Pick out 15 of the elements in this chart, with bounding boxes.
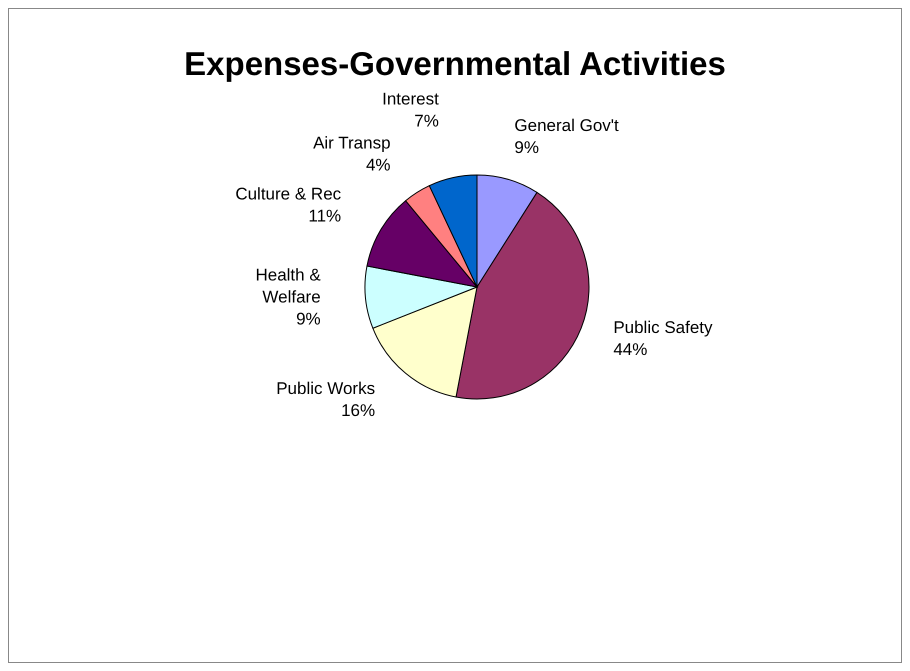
chart-title: Expenses-Governmental Activities [183, 45, 727, 83]
slice-label: General Gov't [514, 116, 620, 136]
slice-label: Public Works [276, 379, 376, 398]
slice-label: Public Safety [613, 318, 714, 337]
slice-label: Culture & Rec [235, 184, 342, 204]
data-label: 7% [414, 112, 439, 131]
data-label: 11% [308, 206, 342, 226]
data-label: 16% [341, 401, 376, 420]
data-label: 44% [613, 340, 648, 359]
data-label: 4% [366, 156, 391, 175]
data-label: 9% [296, 309, 321, 328]
data-label: 9% [514, 138, 539, 158]
slice-label: Air Transp [313, 134, 391, 153]
slice-label: Interest [382, 90, 440, 109]
slice-label: Health & Welfare [255, 265, 322, 306]
